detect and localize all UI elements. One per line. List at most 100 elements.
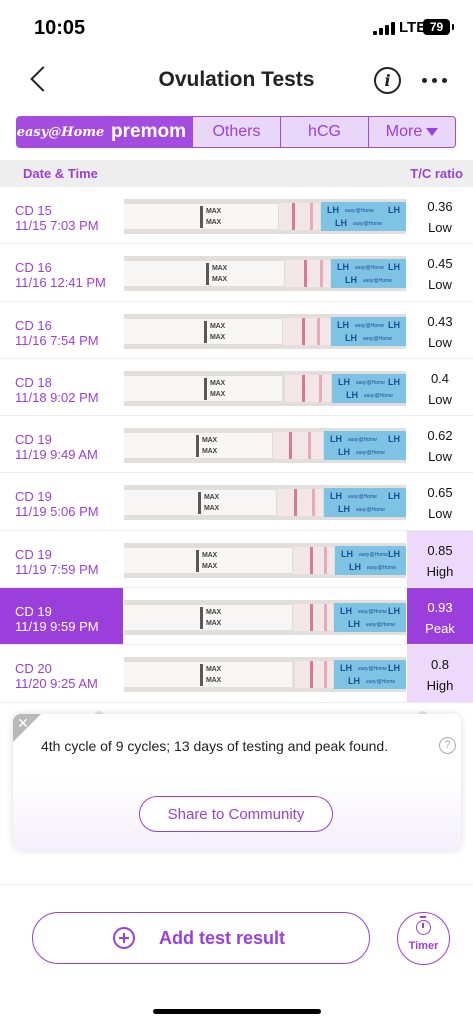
nav-bar: Ovulation Tests i (0, 52, 473, 106)
table-row[interactable]: CD 20 11/20 9:25 AM MAX MAX LH easy@Home… (0, 645, 473, 703)
strip-lh-label: LH (346, 389, 358, 400)
strip-max-label: MAX (202, 562, 217, 570)
strip-control-line (324, 604, 327, 632)
row-level-label: Peak (425, 621, 455, 637)
strip-lh-label: LH (388, 663, 400, 674)
row-datetime: 11/19 7:59 PM (15, 561, 99, 577)
info-icon[interactable]: i (374, 67, 401, 94)
tab-others[interactable]: Others (193, 117, 281, 147)
test-strip-image[interactable]: MAX MAX LH easy@Home LH LH easy@Home (124, 370, 406, 406)
share-to-community-button[interactable]: Share to Community (139, 796, 333, 832)
table-row[interactable]: CD 16 11/16 7:54 PM MAX MAX LH easy@Home… (0, 302, 473, 359)
table-row[interactable]: CD 19 11/19 9:49 AM MAX MAX LH easy@Home… (0, 416, 473, 474)
row-ratio-value: 0.65 (427, 485, 453, 501)
more-icon[interactable] (422, 78, 448, 84)
strip-control-line (319, 374, 322, 402)
test-strip-image[interactable]: MAX MAX LH easy@Home LH LH easy@Home (124, 542, 406, 578)
strip-test-line (304, 260, 307, 288)
table-row[interactable]: CD 19 11/19 5:06 PM MAX MAX LH easy@Home… (0, 473, 473, 531)
row-level-label: High (426, 563, 454, 579)
tab-premom[interactable]: premom (105, 117, 193, 147)
row-level-label: High (426, 678, 454, 694)
row-date-cell: CD 15 11/15 7:03 PM (0, 187, 123, 243)
strip-max-label: MAX (206, 219, 221, 226)
strip-lh-label: LH (335, 218, 347, 228)
strip-brand-label: easy@Home (345, 208, 374, 214)
strip-brand-label: easy@Home (356, 450, 385, 457)
strip-test-line (310, 604, 313, 632)
test-strip-image[interactable]: MAX MAX LH easy@Home LH LH easy@Home (124, 657, 406, 693)
strip-lh-label: LH (388, 606, 400, 617)
table-row[interactable]: CD 16 11/16 12:41 PM MAX MAX LH easy@Hom… (0, 244, 473, 302)
strip-max-label: MAX (210, 333, 225, 341)
strip-handle (124, 662, 292, 688)
strip-control-line (312, 489, 315, 517)
test-strip-image[interactable]: MAX MAX LH easy@Home LH LH easy@Home (124, 256, 406, 292)
table-row[interactable]: CD 19 11/19 7:59 PM MAX MAX LH easy@Home… (0, 530, 473, 589)
strip-max-label: MAX (212, 265, 227, 273)
row-ratio-value: 0.43 (427, 313, 453, 329)
test-results-list: CD 15 11/15 7:03 PM MAX MAX LH easy@Home… (0, 187, 473, 703)
tab-more-label: More (385, 123, 423, 140)
status-bar: 10:05 LTE 79 (0, 0, 473, 52)
row-cycle-day: CD 15 (15, 203, 52, 218)
strip-brand-label: easy@Home (363, 278, 392, 285)
page-title: Ovulation Tests (158, 68, 315, 91)
strip-max-bar (200, 607, 203, 630)
strip-control-line (324, 546, 327, 574)
strip-max-label: MAX (210, 322, 225, 330)
test-strip-image[interactable]: MAX MAX LH easy@Home LH LH easy@Home (124, 313, 406, 349)
tab-more[interactable]: More (369, 117, 455, 147)
tab-hcg[interactable]: hCG (281, 117, 369, 147)
strip-max-bar (196, 435, 199, 458)
strip-lh-label: LH (338, 376, 350, 387)
table-row[interactable]: CD 19 11/19 9:59 PM MAX MAX LH easy@Home… (0, 588, 473, 646)
table-row[interactable]: CD 15 11/15 7:03 PM MAX MAX LH easy@Home… (0, 187, 473, 245)
strip-control-line (310, 203, 313, 230)
brand-tabs: easy@Home premom Others hCG More (16, 116, 456, 148)
test-strip-image[interactable]: MAX MAX LH easy@Home LH LH easy@Home (124, 485, 406, 521)
test-strip-image[interactable]: MAX MAX LH easy@Home LH LH easy@Home (124, 199, 406, 234)
card-close-corner[interactable] (13, 714, 41, 742)
timer-button[interactable]: Timer (397, 912, 450, 965)
row-cycle-day: CD 19 (15, 546, 52, 562)
stopwatch-icon (416, 916, 431, 935)
row-ratio-value: 0.8 (430, 657, 450, 673)
strip-test-line (294, 489, 297, 517)
help-icon[interactable]: ? (439, 737, 456, 754)
strip-brand-label: easy@Home (367, 564, 396, 571)
strip-max-label: MAX (206, 620, 221, 628)
row-datetime: 11/18 9:02 PM (15, 389, 99, 405)
test-strip-image[interactable]: MAX MAX LH easy@Home LH LH easy@Home (124, 428, 406, 464)
row-ratio-cell: 0.85 High (407, 530, 473, 588)
strip-lh-label: LH (388, 319, 400, 330)
strip-max-label: MAX (202, 551, 217, 559)
strip-result-window (276, 489, 324, 517)
test-strip-image[interactable]: MAX MAX LH easy@Home LH LH easy@Home (124, 600, 406, 636)
strip-brand-label: easy@Home (356, 379, 385, 386)
strip-test-line (302, 374, 305, 402)
add-test-result-button[interactable]: Add test result (32, 912, 370, 964)
column-header-ratio: T/C ratio (410, 166, 463, 181)
row-ratio-value: 0.4 (430, 370, 450, 386)
strip-result-window (292, 604, 334, 632)
strip-lh-label: LH (340, 606, 352, 617)
strip-brand-label: easy@Home (364, 392, 393, 399)
table-row[interactable]: CD 18 11/18 9:02 PM MAX MAX LH easy@Home… (0, 359, 473, 417)
battery-icon: 79 (423, 19, 454, 35)
strip-lh-label: LH (388, 491, 400, 502)
row-cycle-day: CD 19 (15, 604, 52, 620)
row-level-label: Low (428, 220, 452, 235)
row-datetime: 11/16 12:41 PM (15, 275, 106, 291)
row-datetime: 11/15 7:03 PM (15, 218, 99, 233)
strip-lh-label: LH (341, 548, 353, 559)
row-ratio-cell: 0.8 High (407, 645, 473, 702)
strip-lh-label-area: LH easy@Home LH LH easy@Home (334, 603, 406, 633)
strip-control-line (320, 260, 323, 288)
close-icon[interactable]: ✕ (17, 715, 29, 731)
caret-down-icon (426, 128, 439, 136)
strip-test-line (292, 203, 295, 230)
strip-lh-label: LH (337, 262, 349, 273)
strip-brand-label: easy@Home (353, 221, 382, 227)
tab-easy-home[interactable]: easy@Home (17, 117, 105, 147)
